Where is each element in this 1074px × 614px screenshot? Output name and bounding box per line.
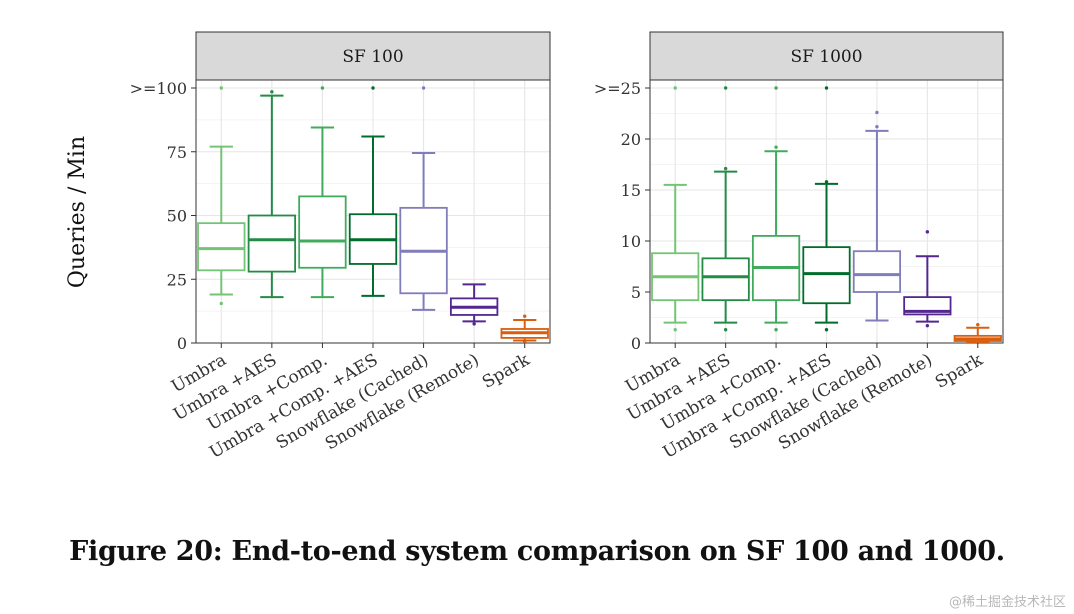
panel-1-box-3-outlier	[320, 86, 325, 90]
panel-2-box-1-outlier	[673, 86, 677, 90]
panel-2-box-2-iqr	[701, 257, 750, 302]
panel-1-box-2-outlier	[270, 90, 274, 94]
panel-2-box-1-outlier	[673, 328, 677, 332]
panel-2-box-2-outlier	[723, 166, 728, 171]
figure-caption: Figure 20: End-to-end system comparison …	[69, 536, 1005, 567]
panel-1-y-tick-label: 50	[167, 207, 187, 226]
panel-2-x-tick-label: Spark	[932, 350, 987, 393]
panel-2-y-tick-label: 20	[621, 130, 641, 149]
panel-2-box-6-outlier	[925, 323, 930, 328]
panel-1-strip	[195, 31, 551, 81]
y-axis-label: Queries / Min	[65, 136, 90, 288]
panel-1-y-tick-label: 75	[167, 143, 187, 162]
panel-2-y-tick-label: >=25	[594, 79, 641, 98]
panel-1-box-1-outlier	[219, 301, 223, 306]
panel-2-y-tick-label: 5	[631, 283, 641, 302]
panel-2-box-5-iqr	[852, 250, 902, 293]
panel-2-y-tick-label: 10	[621, 232, 641, 251]
panel-1-y-tick-label: 0	[177, 334, 187, 353]
panel-1-box-2-iqr	[247, 214, 297, 273]
panel-1-box-1-outlier	[219, 86, 223, 90]
panel-1-box-6-outlier	[472, 322, 476, 326]
panel-2-box-4-iqr	[802, 246, 851, 305]
panel-1-box-7-outlier	[523, 314, 527, 318]
panel-1-title: SF 100	[342, 47, 403, 67]
panel-1-box-4-outlier	[371, 86, 375, 90]
panel-2-box-3-outlier	[774, 328, 778, 332]
panel-1-y-tick-label: >=100	[130, 79, 187, 98]
panel-1-y-tick-label: 25	[167, 270, 187, 289]
panel-2-title: SF 1000	[790, 47, 862, 67]
panel-1-box-1-iqr	[197, 222, 246, 272]
panel-2-box-4-outlier	[824, 86, 829, 90]
panel-2-box-2-outlier	[723, 328, 728, 332]
panel-2-box-3-outlier	[774, 86, 778, 90]
panel-2-box-3-outlier	[774, 145, 778, 149]
panel-2-box-7-outlier	[976, 322, 980, 327]
panel-2-box-5-outlier	[875, 110, 879, 115]
panel-2-box-2-outlier	[723, 86, 728, 90]
watermark: @稀土掘金技术社区	[948, 595, 1066, 610]
panel-2-y-tick-label: 0	[631, 334, 641, 353]
panel-2-y-tick-label: 15	[621, 181, 641, 200]
panel-2-box-5-outlier	[875, 125, 879, 129]
panel-1-box-7-outlier	[523, 340, 527, 344]
panel-2-box-6-outlier	[925, 230, 930, 234]
panel-1-x-tick-label: Spark	[479, 350, 534, 393]
panel-2-strip	[649, 31, 1004, 81]
panel-2-box-4-outlier	[824, 180, 829, 184]
panel-2-box-4-outlier	[824, 328, 829, 332]
panel-1-box-5-outlier	[421, 86, 426, 90]
panel-1-box-3-iqr	[298, 195, 347, 269]
